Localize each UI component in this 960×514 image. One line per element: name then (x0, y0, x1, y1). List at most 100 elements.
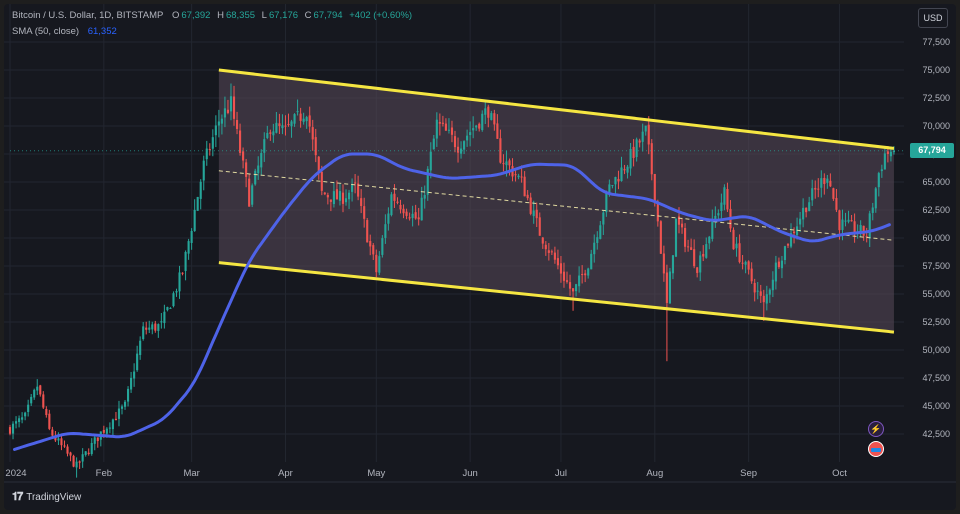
x-tick-label: Jun (462, 468, 477, 479)
candle-body (332, 191, 335, 205)
candle-body (532, 210, 535, 217)
candle-body (886, 151, 889, 154)
candle-body (484, 108, 487, 115)
candle-body (66, 446, 69, 454)
candle-body (139, 340, 142, 355)
candle-body (148, 327, 151, 330)
candle-body (656, 201, 659, 222)
candle-body (680, 223, 684, 228)
candle-body (208, 149, 211, 151)
last-price-tag: 67,794 (910, 143, 954, 159)
y-tick-label: 77,500 (922, 37, 950, 47)
candle-body (335, 189, 338, 200)
low-label: L (261, 10, 267, 21)
candle-body (799, 218, 802, 225)
candle-body (21, 417, 24, 420)
candle-body (450, 127, 454, 135)
candle-body (30, 396, 33, 404)
candle-body (526, 194, 529, 199)
candle-body (399, 204, 402, 210)
candle-body (444, 123, 447, 131)
tradingview-logo[interactable]: 𝟏𝟕 TradingView (12, 491, 81, 504)
candle-body (57, 438, 60, 441)
candle-body (136, 353, 139, 371)
candle-body (117, 408, 121, 419)
change-value: +402 (+0.60%) (349, 10, 413, 21)
candle-body (677, 216, 681, 225)
candle-body (329, 199, 332, 202)
candle-body (587, 268, 590, 276)
candle-body (750, 268, 753, 282)
y-tick-label: 45,000 (922, 401, 950, 411)
candle-body (14, 421, 18, 424)
y-tick-label: 60,000 (922, 233, 950, 243)
candle-body (11, 423, 15, 434)
x-tick-label: Apr (278, 468, 293, 479)
candle-body (789, 233, 793, 247)
candle-body (865, 236, 868, 238)
candle-body (823, 177, 826, 184)
candle-body (859, 225, 862, 233)
candle-body (42, 394, 45, 408)
candle-body (687, 246, 690, 248)
candle-body (60, 438, 63, 446)
candle-body (723, 187, 726, 205)
y-tick-label: 70,000 (922, 121, 950, 131)
candle-body (702, 253, 705, 257)
candle-body (441, 122, 444, 124)
candle-body (623, 169, 626, 171)
candle-body (87, 452, 90, 454)
candle-body (547, 250, 550, 253)
candle-body (696, 267, 699, 273)
x-tick-label: Sep (740, 468, 757, 479)
candle-body (847, 219, 850, 222)
candle-body (459, 148, 463, 154)
candle-body (396, 201, 399, 203)
candle-body (638, 140, 641, 143)
candle-body (260, 153, 263, 168)
candle-body (741, 262, 744, 264)
candle-body (344, 198, 348, 203)
candle-body (48, 413, 51, 429)
candle-body (378, 256, 381, 273)
candle-body (408, 217, 411, 219)
lightning-icon[interactable]: ⚡ (868, 421, 884, 437)
currency-button[interactable]: USD (918, 8, 948, 28)
y-tick-label: 50,000 (922, 345, 950, 355)
price-chart[interactable]: 42,500 45,000 47,500 50,000 52,500 55,000 57,5… (4, 4, 956, 510)
candle-body (78, 461, 81, 463)
candle-body (151, 324, 154, 330)
candle-body (363, 206, 366, 219)
ohlc-legend[interactable]: Bitcoin / U.S. Dollar, 1D, BITSTAMP O 67,… (12, 10, 414, 21)
candle-body (759, 291, 762, 296)
candle-body (187, 241, 190, 254)
candle-body (674, 218, 678, 257)
candle-body (871, 207, 874, 213)
candle-body (811, 188, 814, 201)
candle-body (90, 443, 93, 455)
candle-body (693, 249, 696, 267)
candle-body (108, 427, 111, 429)
low-value: 67,176 (268, 10, 299, 21)
candle-body (69, 452, 72, 456)
candle-body (874, 188, 877, 209)
chart-frame[interactable]: 42,500 45,000 47,500 50,000 52,500 55,000 57,5… (4, 4, 956, 510)
candle-body (496, 123, 499, 139)
candle-body (690, 247, 693, 250)
overlays (10, 68, 904, 451)
sma-legend[interactable]: SMA (50, close) 61,352 (12, 26, 119, 37)
candle-body (568, 282, 572, 289)
candle-body (535, 209, 538, 219)
candle-body (783, 246, 787, 261)
candle-body (726, 188, 729, 210)
candle-body (390, 194, 393, 216)
flag-icon[interactable] (868, 441, 884, 457)
candle-body (469, 132, 472, 136)
candle-body (717, 213, 720, 216)
candle-body (808, 202, 811, 212)
candle-body (293, 114, 296, 124)
candle-body (120, 406, 124, 409)
candle-body (220, 118, 223, 124)
candle-body (105, 428, 108, 434)
candle-body (381, 238, 384, 255)
